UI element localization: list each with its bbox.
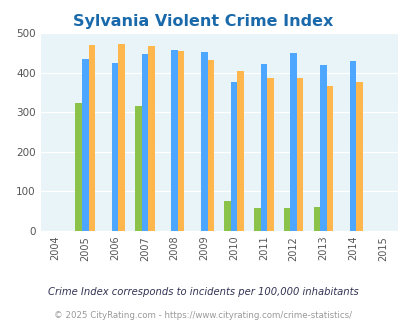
Bar <box>171 50 177 231</box>
Bar <box>177 51 184 231</box>
Bar <box>82 59 88 231</box>
Bar <box>326 86 333 231</box>
Bar <box>254 208 260 231</box>
Bar <box>266 78 273 231</box>
Text: © 2025 CityRating.com - https://www.cityrating.com/crime-statistics/: © 2025 CityRating.com - https://www.city… <box>54 311 351 320</box>
Text: Sylvania Violent Crime Index: Sylvania Violent Crime Index <box>72 14 333 29</box>
Bar <box>134 106 141 231</box>
Bar <box>237 71 243 231</box>
Bar <box>207 60 214 231</box>
Bar <box>349 61 356 231</box>
Bar <box>320 65 326 231</box>
Bar <box>356 82 362 231</box>
Bar <box>118 44 125 231</box>
Bar <box>75 104 82 231</box>
Bar <box>230 82 237 231</box>
Bar <box>224 201 230 231</box>
Bar <box>313 207 320 231</box>
Text: Crime Index corresponds to incidents per 100,000 inhabitants: Crime Index corresponds to incidents per… <box>47 287 358 297</box>
Bar <box>260 64 266 231</box>
Bar <box>88 45 95 231</box>
Bar <box>148 46 154 231</box>
Bar <box>283 208 290 231</box>
Bar <box>200 52 207 231</box>
Bar <box>141 53 148 231</box>
Bar <box>290 53 296 231</box>
Bar <box>111 63 118 231</box>
Bar <box>296 78 303 231</box>
